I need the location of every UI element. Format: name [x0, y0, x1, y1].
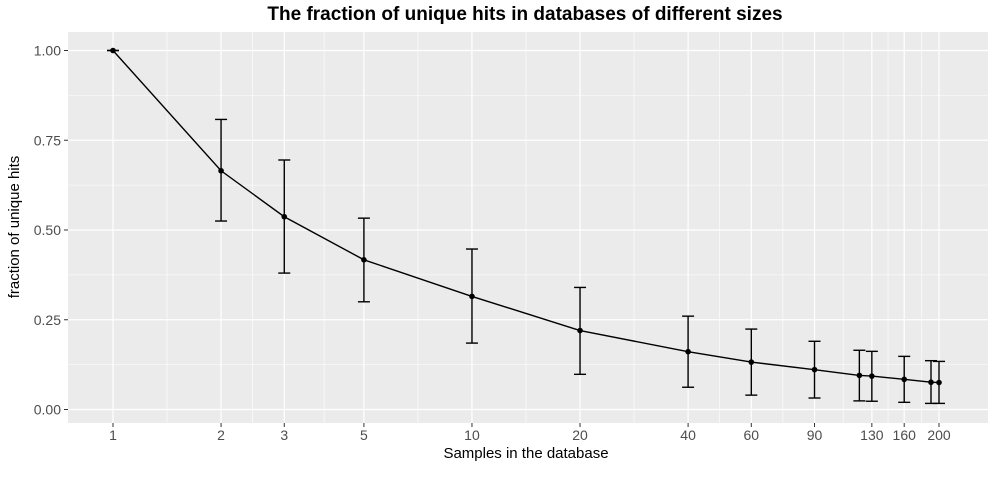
data-point	[901, 376, 908, 383]
data-point	[856, 372, 863, 379]
x-tick-label: 20	[572, 427, 588, 443]
x-axis-label: Samples in the database	[443, 445, 608, 462]
x-tick-label: 2	[217, 427, 225, 443]
data-point	[469, 293, 475, 300]
x-tick-label: 40	[680, 427, 696, 443]
x-tick-label: 160	[893, 427, 917, 443]
y-tick-label: 0.00	[34, 402, 61, 418]
data-point	[110, 47, 116, 54]
chart-title: The fraction of unique hits in databases…	[267, 4, 783, 25]
x-tick-label: 3	[280, 427, 288, 443]
data-point	[685, 348, 691, 355]
axes: 0.00 0.25 0.50 0.75 1.00 1 2 3 5 10 20 40 60 90 130 160…	[34, 43, 951, 444]
data-point	[928, 379, 934, 386]
y-tick-label: 0.50	[34, 222, 61, 238]
data-point	[869, 373, 875, 379]
x-tick-label: 5	[360, 427, 368, 443]
y-tick-label: 0.75	[34, 132, 61, 148]
x-tick-label: 60	[744, 427, 760, 443]
x-tick-label: 200	[927, 427, 951, 443]
y-axis-label: fraction of unique hits	[6, 156, 23, 299]
data-point	[281, 213, 288, 220]
y-tick-label: 0.25	[34, 312, 61, 328]
data-point	[577, 327, 583, 334]
data-point	[361, 256, 367, 263]
x-tick-label: 10	[464, 427, 480, 443]
data-point	[936, 379, 942, 386]
x-tick-label: 1	[109, 427, 117, 443]
series-line	[112, 50, 940, 384]
data-series	[107, 47, 945, 405]
data-point	[218, 167, 224, 174]
data-point	[811, 366, 818, 373]
x-tick-label: 90	[807, 427, 823, 443]
x-tick-label: 130	[860, 427, 884, 443]
data-point	[748, 359, 755, 365]
y-tick-label: 1.00	[34, 43, 61, 59]
